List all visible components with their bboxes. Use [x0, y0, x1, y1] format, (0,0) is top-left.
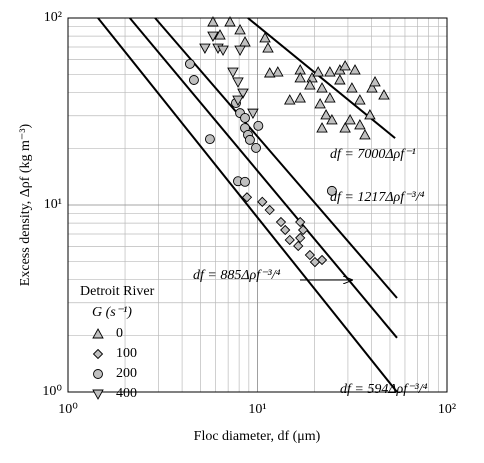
- x-axis-title: Floc diameter, df (μm): [194, 429, 321, 444]
- fit-line: [97, 17, 398, 393]
- legend-marker: [92, 328, 104, 339]
- data-point: [326, 114, 338, 125]
- data-point: [349, 64, 361, 75]
- data-point: [241, 192, 253, 203]
- legend-marker: [93, 369, 103, 379]
- data-point: [320, 109, 332, 120]
- y-tick-label: 10⁰: [42, 384, 62, 399]
- data-point: [324, 66, 336, 77]
- data-point: [251, 142, 261, 153]
- data-point: [232, 95, 244, 107]
- data-point: [188, 75, 199, 85]
- data-point: [306, 72, 318, 83]
- legend: 0 100 200 400: [92, 326, 137, 401]
- data-point: [224, 16, 236, 27]
- data-point: [262, 42, 274, 53]
- legend-marker: [92, 348, 104, 360]
- data-point: [304, 79, 316, 90]
- legend-title: Detroit River: [80, 284, 155, 299]
- data-point: [204, 134, 215, 145]
- equation-label: df = 594Δρf⁻³/⁴: [340, 382, 428, 397]
- data-point: [263, 67, 276, 78]
- legend-label: 200: [116, 366, 137, 381]
- data-point: [214, 29, 226, 40]
- legend-marker: [92, 389, 104, 400]
- legend-label: 100: [116, 346, 137, 361]
- data-point: [294, 72, 306, 83]
- data-point: [237, 88, 249, 99]
- data-point: [326, 185, 337, 196]
- data-point: [339, 60, 351, 71]
- data-point: [304, 249, 316, 261]
- x-tick-label: 10²: [438, 402, 456, 417]
- data-point: [312, 66, 324, 77]
- equation-label: df = 7000Δρf⁻¹: [330, 147, 416, 162]
- data-point: [240, 176, 250, 187]
- data-point: [324, 92, 336, 103]
- data-point: [364, 109, 376, 120]
- data-point: [369, 76, 381, 87]
- data-point: [334, 74, 346, 85]
- fit-line: [154, 17, 398, 299]
- equation-label: df = 1217Δρf⁻³/⁴: [330, 190, 425, 205]
- data-point: [184, 58, 195, 69]
- data-point: [354, 119, 366, 130]
- legend-label: 400: [116, 386, 137, 401]
- data-point: [295, 232, 306, 244]
- data-point: [344, 114, 356, 125]
- data-point: [244, 134, 255, 145]
- data-point: [284, 234, 295, 246]
- data-point: [275, 216, 287, 228]
- data-point: [227, 67, 239, 78]
- x-tick-label: 10¹: [248, 402, 266, 417]
- data-point: [280, 224, 291, 236]
- points: [184, 16, 390, 268]
- legend-label: 0: [116, 326, 123, 341]
- data-point: [232, 77, 244, 88]
- data-point: [378, 89, 390, 100]
- data-point: [297, 224, 309, 236]
- y-tick-label: 10²: [44, 10, 62, 25]
- data-point: [294, 92, 306, 103]
- data-point: [272, 66, 284, 77]
- data-point: [264, 204, 275, 216]
- x-tick-label: 10⁰: [58, 402, 78, 417]
- data-point: [284, 94, 296, 105]
- data-point: [234, 24, 246, 35]
- data-point: [234, 45, 246, 56]
- data-point: [316, 82, 328, 93]
- data-point: [316, 122, 328, 133]
- data-point: [295, 216, 306, 228]
- data-point: [259, 32, 271, 43]
- y-tick-label: 10¹: [44, 197, 62, 212]
- fit-line: [129, 17, 398, 339]
- data-point: [359, 128, 371, 140]
- data-point: [339, 122, 351, 133]
- equation-label: df = 885Δρf⁻³/⁴: [193, 268, 281, 283]
- legend-subtitle: G (s⁻¹): [92, 305, 132, 320]
- y-axis-title: Excess density, Δρf (kg m⁻³): [18, 123, 33, 286]
- data-point: [217, 45, 229, 56]
- data-point: [316, 254, 328, 266]
- plot-frame: [67, 17, 448, 393]
- data-point: [207, 16, 219, 27]
- data-point: [346, 82, 358, 93]
- data-point: [240, 113, 250, 123]
- data-point: [366, 82, 378, 93]
- data-point: [354, 94, 366, 105]
- data-point: [247, 108, 259, 120]
- data-point: [257, 196, 268, 207]
- data-point: [207, 31, 219, 42]
- data-point: [253, 120, 264, 131]
- data-point: [314, 98, 326, 109]
- data-point: [199, 43, 211, 54]
- data-point: [293, 240, 304, 252]
